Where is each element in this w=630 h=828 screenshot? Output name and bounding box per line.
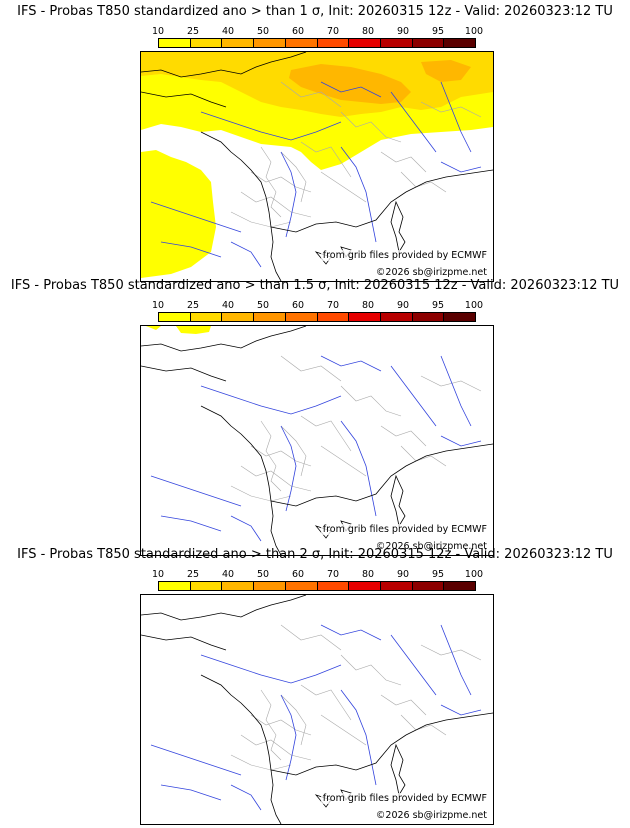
- scale-label: 100: [464, 300, 484, 311]
- scale-swatch-1: [190, 313, 223, 321]
- panel-title: IFS - Probas T850 standardized ano > tha…: [17, 4, 613, 19]
- color-scale-bar: [158, 312, 476, 322]
- scale-swatch-0: [159, 313, 191, 321]
- scale-swatch-3: [254, 39, 286, 47]
- admin-borders: [230, 81, 482, 228]
- data-credit: from grib files provided by ECMWF: [320, 524, 489, 535]
- scale-swatch-2: [222, 582, 255, 590]
- scale-swatch-5: [317, 313, 350, 321]
- scale-swatch-2: [222, 313, 255, 321]
- admin-borders: [230, 624, 482, 771]
- map-area: from grib files provided by ECMWF ©2026 …: [140, 325, 494, 556]
- data-credit: from grib files provided by ECMWF: [320, 793, 489, 804]
- copyright-credit: ©2026 sb@irizpme.net: [373, 810, 489, 821]
- scale-label: 60: [291, 300, 305, 311]
- probability-field: [146, 326, 211, 334]
- scale-label: 100: [464, 26, 484, 37]
- scale-swatch-3: [254, 313, 286, 321]
- map-svg: [141, 52, 493, 281]
- scale-label: 100: [464, 569, 484, 580]
- scale-swatch-8: [412, 39, 445, 47]
- panel-title: IFS - Probas T850 standardized ano > tha…: [10, 278, 620, 293]
- scale-swatch-4: [285, 39, 318, 47]
- scale-label: 25: [186, 26, 200, 37]
- scale-label: 25: [186, 569, 200, 580]
- scale-label: 25: [186, 300, 200, 311]
- scale-swatch-7: [380, 582, 413, 590]
- scale-label: 50: [256, 300, 270, 311]
- map-svg: [141, 326, 493, 555]
- scale-label: 80: [361, 300, 375, 311]
- scale-swatch-4: [285, 313, 318, 321]
- scale-swatch-0: [159, 582, 191, 590]
- scale-label: 40: [221, 300, 235, 311]
- color-scale-labels: 10 25 40 50 60 70 80 90 95 100: [152, 26, 483, 38]
- scale-label: 95: [431, 26, 445, 37]
- map-area: from grib files provided by ECMWF ©2026 …: [140, 51, 494, 282]
- admin-borders: [230, 355, 482, 502]
- scale-swatch-5: [317, 582, 350, 590]
- scale-swatch-6: [349, 313, 381, 321]
- scale-label: 40: [221, 26, 235, 37]
- scale-label: 95: [431, 569, 445, 580]
- scale-swatch-9: [444, 39, 476, 47]
- color-scale-bar: [158, 581, 476, 591]
- scale-swatch-8: [412, 582, 445, 590]
- copyright-credit: ©2026 sb@irizpme.net: [373, 267, 489, 278]
- scale-swatch-2: [222, 39, 255, 47]
- coastlines: [141, 326, 493, 555]
- scale-swatch-6: [349, 39, 381, 47]
- scale-label: 95: [431, 300, 445, 311]
- color-scale-labels: 10 25 40 50 60 70 80 90 95 100: [152, 300, 483, 312]
- scale-label: 50: [256, 26, 270, 37]
- panel-title: IFS - Probas T850 standardized ano > tha…: [17, 547, 613, 562]
- scale-label: 50: [256, 569, 270, 580]
- scale-label: 80: [361, 26, 375, 37]
- scale-swatch-1: [190, 582, 223, 590]
- scale-label: 90: [396, 300, 410, 311]
- scale-swatch-0: [159, 39, 191, 47]
- scale-label: 40: [221, 569, 235, 580]
- scale-swatch-9: [444, 313, 476, 321]
- scale-label: 90: [396, 569, 410, 580]
- scale-label: 90: [396, 26, 410, 37]
- rivers: [150, 81, 482, 268]
- data-credit: from grib files provided by ECMWF: [320, 250, 489, 261]
- color-scale-bar: [158, 38, 476, 48]
- scale-swatch-7: [380, 39, 413, 47]
- scale-swatch-1: [190, 39, 223, 47]
- scale-swatch-6: [349, 582, 381, 590]
- color-scale-labels: 10 25 40 50 60 70 80 90 95 100: [152, 569, 483, 581]
- map-svg: [141, 595, 493, 824]
- scale-swatch-9: [444, 582, 476, 590]
- scale-swatch-4: [285, 582, 318, 590]
- probability-field: [141, 52, 493, 278]
- scale-label: 70: [326, 569, 340, 580]
- scale-label: 60: [291, 26, 305, 37]
- rivers: [150, 624, 482, 811]
- map-panel-2: IFS - Probas T850 standardized ano > tha…: [0, 278, 630, 556]
- scale-label: 60: [291, 569, 305, 580]
- map-panel-3: IFS - Probas T850 standardized ano > tha…: [0, 547, 630, 825]
- map-area: from grib files provided by ECMWF ©2026 …: [140, 594, 494, 825]
- scale-label: 70: [326, 300, 340, 311]
- scale-label: 80: [361, 569, 375, 580]
- map-panel-1: IFS - Probas T850 standardized ano > tha…: [0, 4, 630, 282]
- scale-swatch-7: [380, 313, 413, 321]
- coastlines: [141, 595, 493, 824]
- scale-swatch-8: [412, 313, 445, 321]
- copyright-credit: ©2026 sb@irizpme.net: [373, 541, 489, 552]
- rivers: [150, 355, 482, 542]
- scale-swatch-5: [317, 39, 350, 47]
- scale-label: 10: [151, 569, 165, 580]
- scale-label: 10: [151, 26, 165, 37]
- scale-swatch-3: [254, 582, 286, 590]
- scale-label: 70: [326, 26, 340, 37]
- scale-label: 10: [151, 300, 165, 311]
